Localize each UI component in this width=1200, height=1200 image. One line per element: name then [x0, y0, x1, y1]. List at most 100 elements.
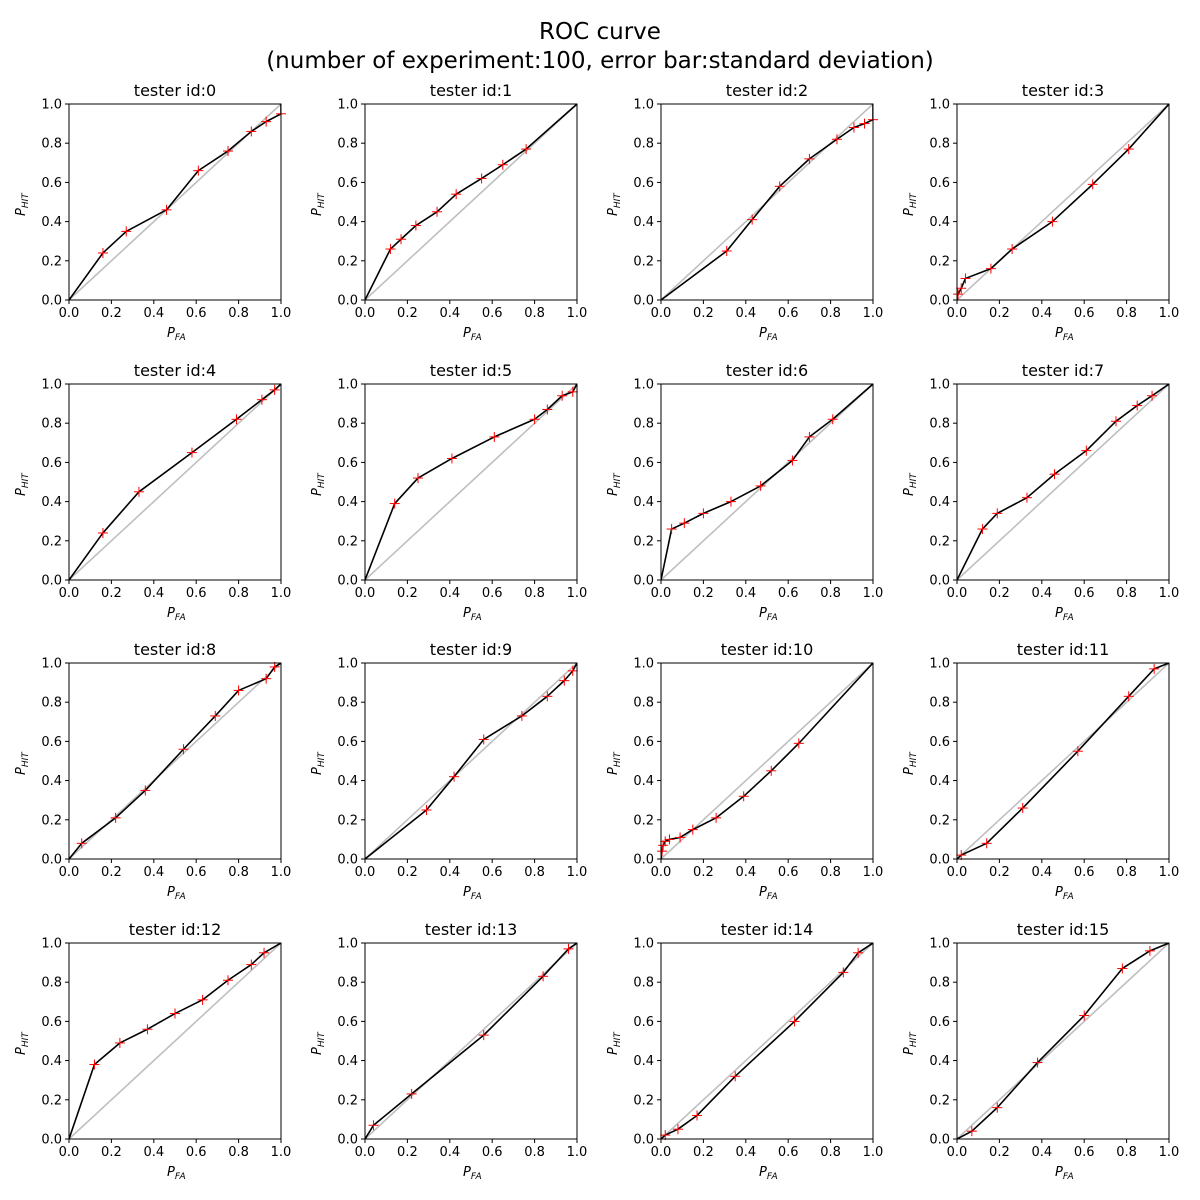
subplot-title: tester id:12 [129, 920, 222, 939]
x-tick-label: 0.8 [1116, 586, 1137, 601]
x-axis-label: PFA [463, 326, 482, 343]
data-point-marker [476, 173, 487, 184]
x-tick-label: 0.8 [1116, 1145, 1137, 1160]
y-tick-label: 0.8 [337, 696, 358, 711]
figure-title: ROC curve (number of experiment:100, err… [0, 18, 1200, 76]
subplot-title: tester id:13 [425, 920, 518, 939]
x-tick-label: 1.0 [567, 586, 588, 601]
data-point-marker [542, 404, 553, 415]
roc-curve-line [661, 384, 873, 580]
plot-frame [956, 942, 1170, 1140]
data-point-marker [675, 832, 686, 843]
y-tick-label: 0.6 [337, 176, 358, 191]
x-tick-label: 0.4 [143, 1145, 164, 1160]
roc-curve-line [69, 104, 281, 300]
data-point-marker [787, 455, 798, 466]
data-point-marker [170, 1008, 180, 1019]
x-tick-label: 0.4 [735, 1145, 756, 1160]
y-tick-label: 0.8 [633, 696, 654, 711]
chance-diagonal-line [661, 943, 873, 1139]
data-point-marker [730, 1071, 741, 1082]
data-point-marker [738, 791, 749, 802]
roc-curve-line [661, 104, 873, 300]
x-tick-label: 0.0 [59, 865, 80, 880]
y-tick-label: 0.2 [633, 254, 654, 269]
y-tick-label: 0.2 [337, 534, 358, 549]
x-tick-label: 1.0 [863, 1145, 884, 1160]
y-tick-label: 0.6 [929, 176, 950, 191]
y-tick-label: 0.4 [337, 1054, 358, 1069]
data-point-marker [478, 1030, 489, 1041]
subplot-title: tester id:8 [134, 640, 216, 659]
data-point-marker [1049, 469, 1060, 480]
x-tick-label: 0.4 [439, 586, 460, 601]
x-tick-label: 0.2 [101, 865, 122, 880]
y-tick-label: 1.0 [41, 98, 62, 113]
data-point-marker [223, 146, 233, 157]
x-tick-label: 0.6 [482, 306, 503, 321]
subplot-3: 0.00.0 0.2 0.2 0.4 0.4 0.6 0.6 0.8 0.8 1.0 1.0 test… [902, 81, 1179, 343]
chance-diagonal-line [957, 104, 1169, 300]
data-point-marker [567, 386, 578, 397]
x-tick-label: 0.6 [778, 586, 799, 601]
x-tick-label: 0.6 [778, 1145, 799, 1160]
x-tick-label: 0.0 [59, 586, 80, 601]
y-tick-label: 0.8 [929, 696, 950, 711]
x-tick-label: 0.0 [355, 586, 376, 601]
y-tick-label: 0.6 [633, 456, 654, 471]
y-tick-label: 0.4 [633, 1054, 654, 1069]
y-tick-label: 0.2 [41, 534, 62, 549]
chance-diagonal-line [69, 384, 281, 580]
data-point-marker [396, 234, 407, 245]
chance-diagonal-line [957, 943, 1169, 1139]
data-point-marker [977, 524, 988, 535]
y-tick-label: 0.4 [41, 774, 62, 789]
data-point-marker [766, 765, 777, 776]
y-tick-label: 0.4 [41, 215, 62, 230]
plot-frame [364, 383, 578, 581]
data-point-marker [432, 206, 443, 217]
y-tick-label: 0.0 [41, 1133, 62, 1148]
y-tick-label: 1.0 [41, 937, 62, 952]
x-tick-label: 1.0 [271, 1145, 292, 1160]
data-point-marker [793, 738, 804, 749]
data-point-marker [261, 673, 272, 684]
y-tick-label: 1.0 [929, 657, 950, 672]
data-point-marker [210, 710, 221, 721]
x-tick-label: 0.8 [820, 1145, 841, 1160]
data-point-marker [497, 159, 508, 170]
data-point-marker [161, 204, 172, 215]
y-tick-label: 0.8 [929, 137, 950, 152]
data-point-marker [985, 263, 996, 274]
y-tick-label: 1.0 [41, 378, 62, 393]
data-point-marker [259, 947, 270, 958]
y-tick-label: 0.6 [929, 456, 950, 471]
x-tick-label: 0.8 [524, 586, 545, 601]
data-point-marker [747, 214, 758, 225]
subplot-1: 0.00.0 0.2 0.2 0.4 0.4 0.6 0.6 0.8 0.8 1.0 1.0 test… [310, 81, 587, 343]
x-axis-label: PFA [759, 326, 778, 343]
data-point-marker [446, 453, 457, 464]
data-point-marker [489, 431, 500, 442]
data-point-marker [848, 122, 859, 133]
data-point-marker [789, 1016, 800, 1027]
subplot-7: 0.00.0 0.2 0.2 0.4 0.4 0.6 0.6 0.8 0.8 1.0 1.0 test… [902, 361, 1179, 623]
y-axis-label: PHIT [606, 192, 623, 216]
data-point-marker [421, 805, 432, 815]
x-axis-label: PFA [167, 606, 186, 623]
plot-frame [660, 383, 874, 581]
data-point-marker [679, 518, 690, 529]
y-axis-label: PHIT [310, 751, 327, 775]
chance-diagonal-line [365, 104, 577, 300]
data-point-marker [246, 959, 257, 970]
x-tick-label: 0.6 [778, 865, 799, 880]
x-tick-label: 0.2 [397, 306, 418, 321]
data-point-marker [657, 846, 668, 857]
subplot-title: tester id:10 [721, 640, 814, 659]
y-tick-label: 0.6 [41, 176, 62, 191]
data-point-marker [231, 414, 242, 425]
y-tick-label: 1.0 [929, 378, 950, 393]
chance-diagonal-line [365, 663, 577, 859]
data-point-marker [774, 181, 785, 192]
data-point-marker [992, 508, 1003, 519]
